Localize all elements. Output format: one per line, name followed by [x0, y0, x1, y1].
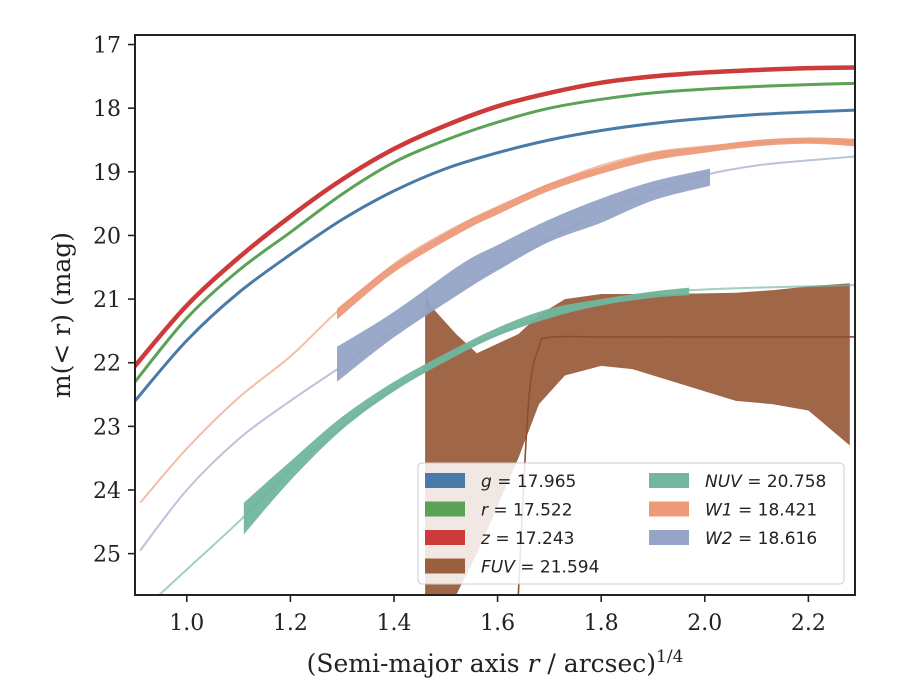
legend-label-z: z = 17.243: [480, 529, 574, 549]
curve-fuv: [517, 335, 855, 595]
legend-frame: [417, 462, 845, 585]
plot-frame: [134, 34, 856, 596]
model-curves: [135, 65, 855, 595]
curve-r: [135, 81, 855, 384]
band-w1: [337, 137, 855, 320]
y-tick-label: 17: [93, 34, 121, 59]
y-tick-label: 23: [93, 415, 121, 440]
x-tick-label: 1.2: [273, 611, 308, 636]
x-tick-label: 1.8: [584, 611, 619, 636]
curve-w1: [139, 140, 855, 504]
legend-label-g: g = 17.965: [481, 472, 576, 492]
legend-swatch-nuv: [649, 473, 689, 488]
legend-swatch-z: [425, 530, 465, 545]
x-tick-label: 2.2: [791, 611, 826, 636]
legend-swatch-g: [425, 473, 465, 488]
x-tick-label: 1.0: [169, 611, 204, 636]
x-tick-label: 1.6: [480, 611, 515, 636]
y-tick-label: 19: [93, 161, 121, 186]
x-tick-label: 2.0: [687, 611, 722, 636]
curve-z: [135, 65, 855, 369]
legend-swatch-w1: [649, 501, 689, 517]
curve-nuv: [157, 284, 855, 595]
x-tick-label: 1.4: [376, 611, 411, 636]
y-tick-label: 22: [93, 352, 121, 377]
curve-g: [135, 108, 855, 403]
band-w2: [337, 168, 710, 382]
y-axis-ticks: 17 18 19 20 21 22 23 24 25: [93, 34, 135, 568]
legend-swatch-r: [425, 501, 465, 517]
legend-label-fuv: FUV = 21.594: [481, 558, 599, 578]
band-fuv: [425, 283, 850, 595]
x-axis-ticks: 1.0 1.2 1.4 1.6 1.8 2.0 2.2: [169, 595, 826, 636]
legend-swatch-fuv: [425, 558, 465, 574]
uncertainty-bands: [243, 137, 855, 595]
legend-label-nuv: NUV = 20.758: [705, 472, 826, 492]
legend-label-r: r = 17.522: [481, 501, 573, 521]
legend-swatch-w2: [649, 530, 689, 545]
curve-w2: [139, 155, 855, 552]
y-tick-label: 25: [93, 543, 121, 568]
legend: g = 17.965 r = 17.522 z = 17.243 FUV = 21.5…: [417, 462, 845, 585]
y-tick-label: 18: [93, 97, 121, 122]
legend-label-w2: W2 = 18.616: [705, 529, 817, 549]
y-tick-label: 20: [93, 224, 121, 249]
x-axis-title: (Semi-major axis r / arcsec)1/4: [307, 647, 684, 678]
y-axis-title: m(< r) (mag): [47, 232, 76, 398]
y-tick-label: 21: [93, 288, 121, 313]
legend-label-w1: W1 = 18.421: [705, 501, 817, 521]
y-tick-label: 24: [93, 479, 121, 504]
